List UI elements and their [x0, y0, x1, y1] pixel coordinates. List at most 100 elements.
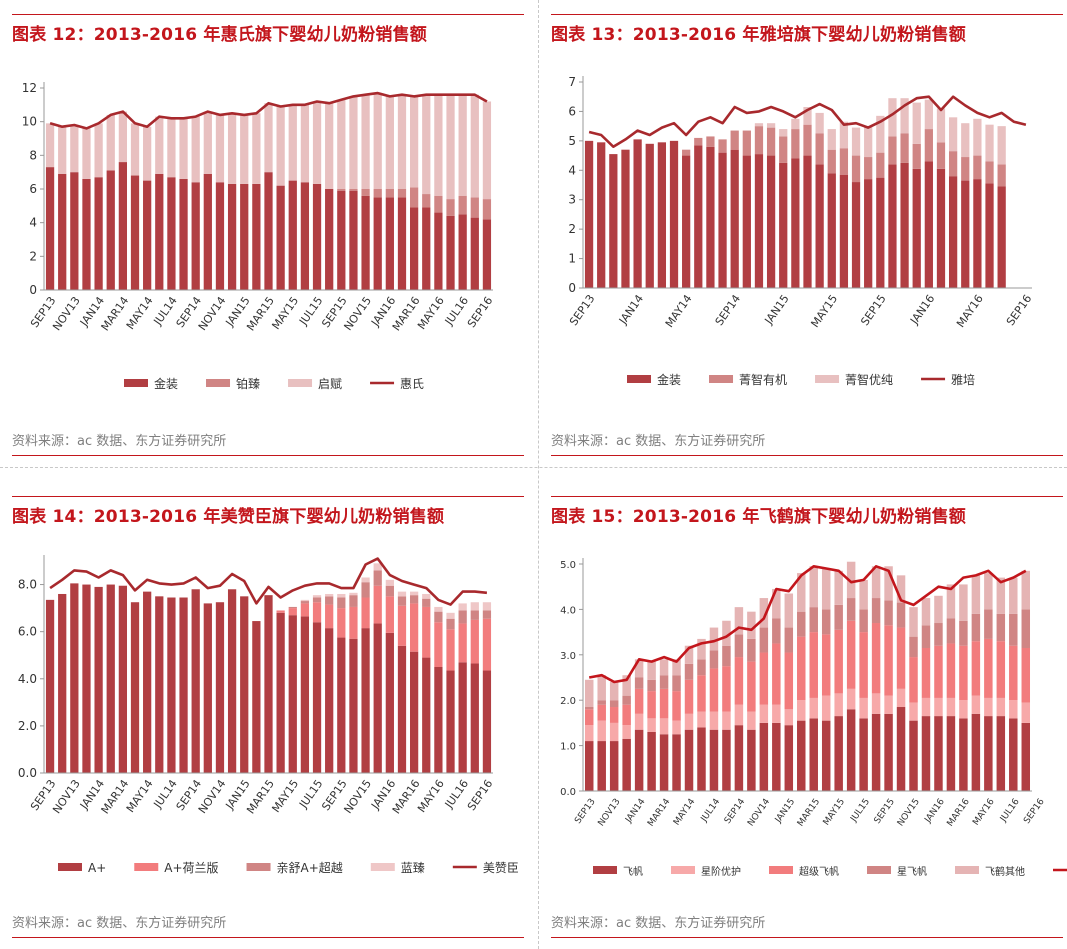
chart-title: 图表 12：2013-2016 年惠氏旗下婴幼儿奶粉销售额 [12, 25, 427, 45]
bar-segment [482, 602, 492, 611]
bar-segment [859, 609, 868, 633]
bar-segment [921, 625, 931, 648]
bar-segment [106, 114, 115, 171]
source-note: 资料来源：ac 数据、东方证券研究所 [12, 434, 227, 449]
bar-segment [325, 103, 334, 189]
bar-segment [896, 627, 906, 689]
bar-segment [809, 632, 818, 698]
bar-segment [759, 652, 769, 705]
legend-item: 星阶优护 [671, 865, 741, 878]
bar-segment [697, 675, 706, 712]
chart-title: 图表 14：2013-2016 年美赞臣旗下婴幼儿奶粉销售额 [12, 507, 445, 527]
series-line [588, 95, 1027, 148]
bar-segment [973, 155, 982, 180]
chart-title: 图表 13：2013-2016 年雅培旗下婴幼儿奶粉销售额 [551, 25, 966, 45]
bar-segment [361, 94, 370, 189]
x-tick-label: SEP16 [1022, 797, 1047, 826]
bar-segment [784, 709, 794, 726]
bar-segment [312, 595, 322, 598]
bar-segment [921, 697, 931, 717]
bar-segment [859, 579, 868, 610]
bar-segment [609, 722, 619, 742]
bar-segment [203, 111, 212, 174]
legend-item: 美赞臣 [452, 861, 519, 875]
y-tick-label: 1.0 [560, 742, 576, 753]
legend-label: A+荷兰版 [164, 861, 218, 875]
bar-segment [361, 189, 370, 196]
bar-segment [458, 214, 467, 290]
y-tick-label: 5 [568, 134, 576, 148]
bar-segment [373, 197, 382, 290]
bar-segment [884, 600, 893, 626]
bar-segment [754, 123, 764, 127]
bar-segment [772, 704, 781, 723]
bar-segment [1021, 647, 1031, 703]
bar-segment [373, 189, 382, 198]
bar-segment [409, 591, 419, 596]
bar-segment [797, 720, 806, 791]
x-tick-label: MAY14 [663, 292, 695, 330]
bar-segment [772, 722, 781, 791]
bar-segment [325, 604, 334, 629]
bar-segment [784, 593, 794, 628]
bar-segment [361, 597, 370, 629]
x-tick-label: JAN16 [923, 797, 947, 826]
x-tick-label: SEP16 [1004, 292, 1034, 328]
bar-segment [397, 605, 407, 646]
legend-item: 亲舒A+超越 [246, 860, 343, 875]
bar-segment [118, 111, 128, 163]
bar-segment [759, 598, 769, 628]
x-tick-label: SEP15 [873, 797, 897, 826]
bar-segment [909, 720, 918, 791]
bar-segment [946, 618, 956, 644]
bar-segment [809, 697, 818, 719]
bar-segment [709, 729, 719, 791]
bar-segment [985, 124, 994, 162]
legend-swatch [134, 863, 159, 871]
bar-segment [734, 704, 744, 726]
bottom-rule [551, 455, 1063, 456]
bar-segment [694, 137, 703, 146]
bar-segment [859, 718, 868, 791]
x-tick-label: MAY14 [672, 797, 698, 828]
legend-swatch [288, 379, 313, 387]
bar-segment [397, 645, 407, 773]
bar-segment [759, 627, 769, 653]
bar-segment [264, 172, 273, 290]
panel-divider-vertical [538, 0, 539, 949]
x-tick-label: MAR16 [946, 797, 972, 829]
source-note: 资料来源：ac 数据、东方证券研究所 [551, 434, 766, 449]
bar-segment [747, 729, 756, 791]
bar-segment [397, 94, 407, 189]
bar-segment [94, 123, 103, 178]
x-tick-label: JUL15 [849, 797, 873, 825]
bar-segment [434, 212, 443, 290]
bar-segment [884, 695, 893, 714]
bar-segment [936, 168, 946, 288]
bar-segment [706, 146, 715, 288]
bar-segment [961, 123, 970, 158]
legend-label: 美赞臣 [483, 861, 519, 875]
bar-segment [130, 175, 140, 290]
bar-segment [470, 94, 479, 198]
bar-segment [921, 647, 931, 698]
legend-item: 金装 [124, 376, 178, 391]
bar-segment [797, 700, 806, 721]
bar-segment [130, 123, 140, 176]
bar-segment [312, 622, 322, 773]
bar-segment [871, 598, 881, 624]
bar-segment [312, 183, 322, 290]
x-tick-label: JAN15 [762, 292, 792, 327]
bar-segment [722, 711, 731, 730]
y-tick-label: 4 [29, 216, 37, 230]
bar-segment [361, 582, 370, 598]
bar-segment [742, 155, 751, 288]
x-tick-label: JUL16 [998, 797, 1022, 825]
top-rule [551, 14, 1063, 15]
bar-segment [996, 697, 1006, 717]
bar-segment [1009, 700, 1018, 719]
legend-label: 飞帆 [623, 865, 643, 878]
bar-segment [684, 713, 694, 730]
bar-segment [458, 195, 467, 215]
